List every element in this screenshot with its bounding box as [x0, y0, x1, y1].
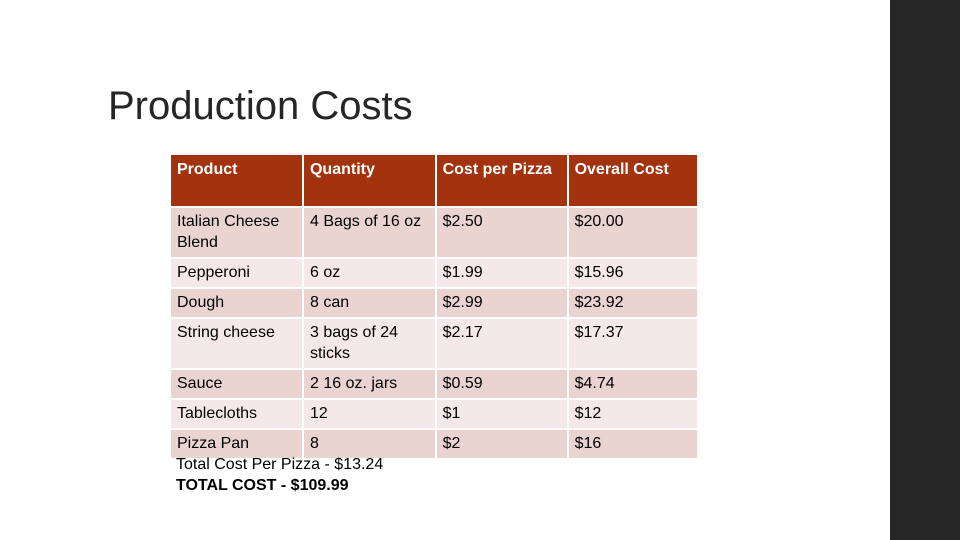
cell-quantity: 8 can — [301, 287, 437, 319]
cell-overall-cost: $17.37 — [566, 317, 700, 370]
cell-quantity: 3 bags of 24 sticks — [301, 317, 437, 370]
cell-quantity: 12 — [301, 398, 437, 430]
table-row: Tablecloths 12 $1 $12 — [169, 398, 700, 430]
cell-overall-cost: $15.96 — [566, 257, 700, 289]
cell-overall-cost: $20.00 — [566, 206, 700, 259]
cell-cost-per-pizza: $1 — [434, 398, 569, 430]
cell-product: String cheese — [169, 317, 304, 370]
table-row: Italian Cheese Blend 4 Bags of 16 oz $2.… — [169, 206, 700, 259]
total-cost-per-pizza: Total Cost Per Pizza - $13.24 — [176, 456, 384, 473]
cell-cost-per-pizza: $0.59 — [434, 368, 569, 400]
table-row: Sauce 2 16 oz. jars $0.59 $4.74 — [169, 368, 700, 400]
slide-title: Production Costs — [108, 84, 413, 128]
cell-cost-per-pizza: $2.50 — [434, 206, 569, 259]
cell-cost-per-pizza: $1.99 — [434, 257, 569, 289]
cell-product: Pizza Pan — [169, 428, 304, 460]
totals-block: Total Cost Per Pizza - $13.24 TOTAL COST… — [176, 454, 383, 496]
cell-cost-per-pizza: $2 — [434, 428, 569, 460]
production-costs-table: Product Quantity Cost per Pizza Overall … — [169, 153, 700, 460]
table-row: Pizza Pan 8 $2 $16 — [169, 428, 700, 460]
cell-quantity: 4 Bags of 16 oz — [301, 206, 437, 259]
table-header-row: Product Quantity Cost per Pizza Overall … — [169, 153, 700, 208]
side-accent-bar — [890, 0, 960, 540]
header-cost-per-pizza: Cost per Pizza — [434, 153, 569, 208]
cell-product: Pepperoni — [169, 257, 304, 289]
table-row: String cheese 3 bags of 24 sticks $2.17 … — [169, 317, 700, 370]
table-row: Dough 8 can $2.99 $23.92 — [169, 287, 700, 319]
header-overall-cost: Overall Cost — [566, 153, 700, 208]
total-cost: TOTAL COST - $109.99 — [176, 477, 349, 494]
cell-product: Sauce — [169, 368, 304, 400]
cell-product: Italian Cheese Blend — [169, 206, 304, 259]
cell-cost-per-pizza: $2.17 — [434, 317, 569, 370]
cell-overall-cost: $16 — [566, 428, 700, 460]
table-row: Pepperoni 6 oz $1.99 $15.96 — [169, 257, 700, 289]
header-product: Product — [169, 153, 304, 208]
slide: Production Costs Product Quantity Cost p… — [108, 84, 700, 496]
cell-quantity: 2 16 oz. jars — [301, 368, 437, 400]
cell-product: Tablecloths — [169, 398, 304, 430]
cell-overall-cost: $23.92 — [566, 287, 700, 319]
cell-product: Dough — [169, 287, 304, 319]
cell-overall-cost: $4.74 — [566, 368, 700, 400]
cell-quantity: 8 — [301, 428, 437, 460]
header-quantity: Quantity — [301, 153, 437, 208]
cell-overall-cost: $12 — [566, 398, 700, 430]
cell-cost-per-pizza: $2.99 — [434, 287, 569, 319]
cell-quantity: 6 oz — [301, 257, 437, 289]
